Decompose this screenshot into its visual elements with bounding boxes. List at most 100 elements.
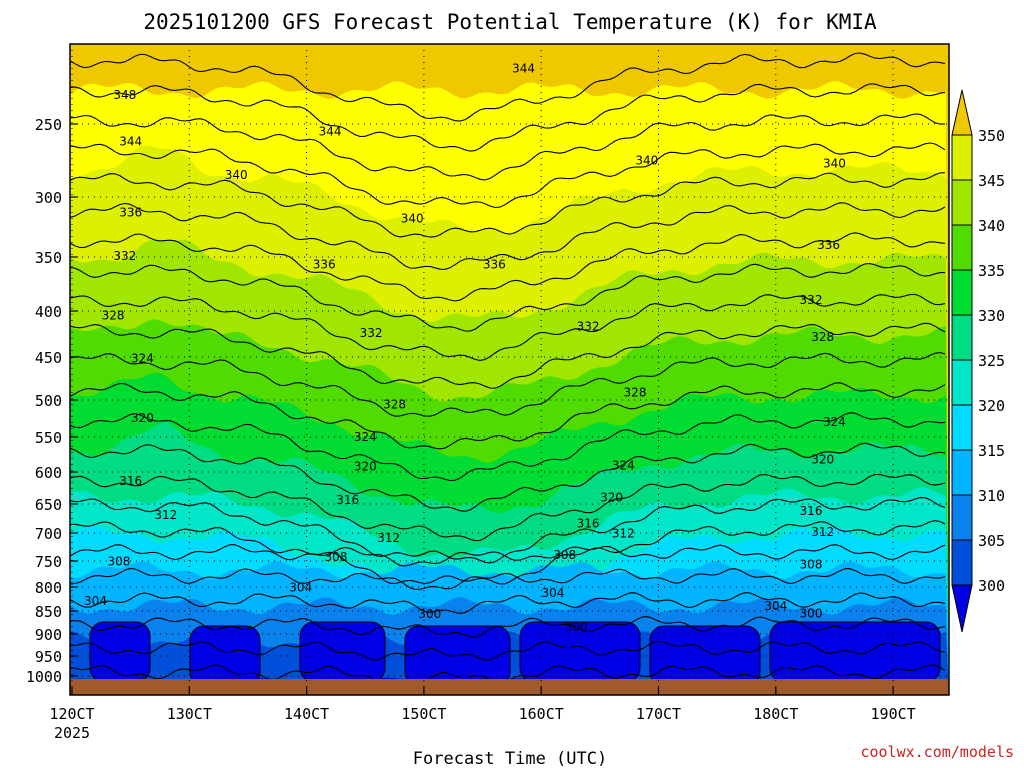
colorbar-label: 325: [978, 352, 1005, 370]
contour-label: 336: [483, 258, 506, 272]
contour-label: 336: [313, 258, 336, 272]
contour-line: [70, 544, 946, 567]
contour-label: 308: [107, 555, 130, 569]
contour-label: 328: [383, 397, 406, 411]
contour-label: 340: [635, 154, 658, 168]
y-tick-label: 600: [35, 464, 62, 482]
contour-line: [70, 293, 946, 361]
contour-label: 324: [823, 415, 846, 429]
colorbar-label: 350: [978, 127, 1005, 145]
contour-label: 308: [553, 548, 576, 562]
contour-line: [70, 382, 946, 450]
contour-label: 300: [800, 606, 823, 620]
contour-label: 316: [336, 493, 359, 507]
contour-label: 316: [800, 504, 823, 518]
contour-line: [70, 352, 946, 417]
y-tick-label: 900: [35, 626, 62, 644]
contour-label: 332: [800, 293, 823, 307]
contour-line: [70, 113, 946, 181]
contour-label: 316: [119, 474, 142, 488]
contour-label: 304: [84, 594, 107, 608]
x-tick-label: 170CT: [636, 705, 681, 723]
contour-line: [70, 322, 946, 389]
theta-color-bands: [70, 44, 949, 695]
y-tick-label: 450: [35, 349, 62, 367]
x-axis: 120CT 130CT 140CT 150CT 160CT 170CT 180CT 190CT: [49, 687, 916, 723]
contour-label: 336: [119, 206, 142, 220]
plot-frame: [69, 43, 950, 696]
contour-line: [70, 202, 946, 270]
contour-line: [70, 497, 946, 564]
y-tick-label: 700: [35, 525, 62, 543]
contour-line: [70, 592, 946, 614]
x-axis-year: 2025: [54, 724, 90, 742]
y-tick-label: 950: [35, 648, 62, 666]
contour-line: [70, 83, 946, 152]
contour-label: 324: [612, 459, 635, 473]
colorbar-label: 340: [978, 217, 1005, 235]
contour-label: 312: [377, 531, 400, 545]
contour-label: 344: [319, 124, 342, 138]
colorbar-swatch: [951, 359, 973, 406]
colorbar-swatch: [951, 269, 973, 316]
x-tick-label: 140CT: [284, 705, 329, 723]
colorbar-label: 315: [978, 442, 1005, 460]
x-tick-label: 160CT: [519, 705, 564, 723]
contour-label: 328: [811, 330, 834, 344]
contour-label: 300: [418, 607, 441, 621]
contour-label: 312: [811, 525, 834, 539]
contour-line: [70, 442, 946, 512]
contour-label: 344: [512, 62, 535, 76]
contour-line: [70, 640, 946, 661]
contour-label: 348: [113, 88, 136, 102]
colorbar-label: 330: [978, 307, 1005, 325]
colorbar: 300 305 310 315 320 325 330 335 340 345 350: [951, 89, 1005, 633]
colorbar-swatch: [951, 314, 973, 361]
contour-label: 320: [131, 411, 154, 425]
contour-label: 312: [154, 508, 177, 522]
y-tick-label: 400: [35, 303, 62, 321]
colorbar-bottom-arrow: [951, 584, 973, 633]
contour-label: 332: [360, 326, 383, 340]
contour-line: [70, 568, 946, 590]
colorbar-label: 310: [978, 487, 1005, 505]
colorbar-swatch: [951, 539, 973, 586]
contour-label: 300: [565, 620, 588, 634]
contour-label: 304: [541, 586, 564, 600]
colorbar-swatch: [951, 179, 973, 226]
ground-surface: [70, 679, 949, 695]
y-axis: 250 300 350 400 450 500 550 600 650 700 750 800 850 9…: [26, 116, 78, 686]
y-tick-label: 1000: [26, 668, 62, 686]
y-tick-label: 800: [35, 579, 62, 597]
colorbar-top-arrow: [951, 89, 973, 136]
x-tick-label: 130CT: [167, 705, 212, 723]
chart-title: 2025101200 GFS Forecast Potential Temper…: [143, 10, 877, 34]
y-tick-label: 650: [35, 496, 62, 514]
contour-label: 320: [811, 452, 834, 466]
colorbar-label: 305: [978, 532, 1005, 550]
colorbar-swatch: [951, 494, 973, 541]
contour-label: 312: [612, 527, 635, 541]
y-tick-label: 550: [35, 429, 62, 447]
contour-line: [70, 142, 946, 209]
x-axis-label: Forecast Time (UTC): [413, 749, 607, 768]
contour-label: 304: [764, 599, 787, 613]
contour-label: 308: [324, 550, 347, 564]
contour-label: 316: [577, 517, 600, 531]
contour-label: 336: [817, 238, 840, 252]
contour-label: 344: [119, 135, 142, 149]
y-tick-label: 250: [35, 116, 62, 134]
contour-label: 340: [225, 168, 248, 182]
contour-label: 304: [289, 581, 312, 595]
colorbar-swatch: [951, 224, 973, 271]
low-theta-cell: [189, 625, 261, 687]
y-tick-label: 850: [35, 603, 62, 621]
low-theta-cell: [649, 625, 761, 687]
x-tick-label: 180CT: [753, 705, 798, 723]
gridlines: [70, 44, 949, 695]
contour-label: 332: [577, 320, 600, 334]
colorbar-label: 335: [978, 262, 1005, 280]
contour-label: 340: [401, 212, 424, 226]
colorbar-label: 320: [978, 397, 1005, 415]
